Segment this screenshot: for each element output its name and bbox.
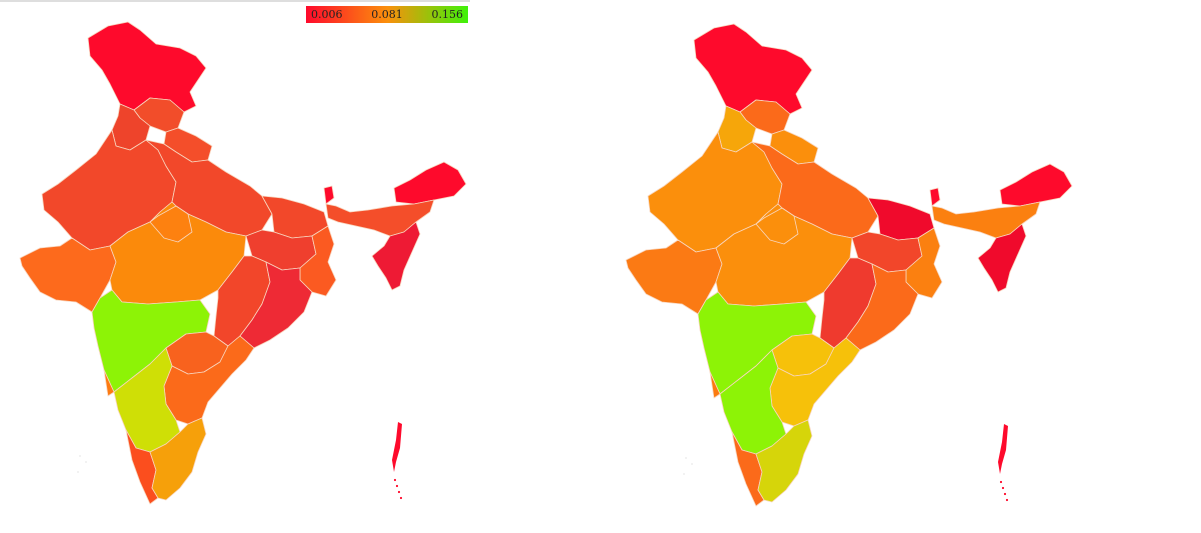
state-region-gujarat	[625, 239, 723, 315]
state-region-sikkim	[929, 187, 941, 207]
state-region-goa	[103, 369, 115, 397]
andaman-nicobar-islands-region	[998, 424, 1008, 474]
island-dot	[399, 496, 403, 500]
legend-min-label: 0.006	[311, 8, 343, 21]
legend-max-label: 0.156	[431, 8, 464, 21]
state-region-wb	[905, 227, 943, 299]
state-region-ne	[931, 201, 1041, 239]
island-dot	[1005, 498, 1009, 502]
state-region-north	[87, 21, 207, 113]
island-dot	[685, 457, 687, 459]
island-dot	[999, 480, 1003, 484]
state-region-mp2	[755, 207, 799, 245]
state-region-ne	[325, 199, 435, 237]
legend-mid-label: 0.081	[371, 8, 403, 21]
island-dot	[85, 461, 87, 463]
state-region-north	[693, 23, 813, 115]
state-region-odisha	[845, 263, 919, 351]
state-region-odisha	[239, 261, 313, 349]
island-dot	[77, 471, 79, 473]
state-region-tamilnadu	[149, 417, 207, 501]
india-choropleth-map-right: 0.0052 0.05525 0.1053	[600, 0, 1201, 533]
state-region-ne_bottom	[371, 221, 421, 291]
island-dot	[691, 463, 693, 465]
island-dot	[1001, 486, 1005, 490]
india-map-svg	[625, 23, 1073, 507]
state-region-goa	[709, 371, 721, 399]
state-region-wb	[299, 225, 337, 297]
state-region-ne_top	[999, 163, 1073, 207]
state-region-ne_top	[393, 161, 467, 205]
state-region-ne_bottom	[977, 223, 1027, 293]
island-dot	[1003, 492, 1007, 496]
island-dot	[79, 455, 81, 457]
india-map-svg	[19, 21, 467, 505]
state-region-sikkim	[323, 185, 335, 205]
island-dot	[393, 478, 397, 482]
india-choropleth-map-left: 0.006 0.081 0.156	[0, 0, 600, 533]
state-region-tamilnadu	[755, 419, 813, 503]
island-dot	[395, 484, 399, 488]
state-region-gujarat	[19, 237, 117, 313]
color-scale-legend: 0.006 0.081 0.156	[306, 6, 468, 23]
andaman-nicobar-islands-region	[392, 422, 402, 472]
island-dot	[397, 490, 401, 494]
top-divider	[0, 0, 470, 2]
state-region-mp2	[149, 205, 193, 243]
island-dot	[683, 473, 685, 475]
